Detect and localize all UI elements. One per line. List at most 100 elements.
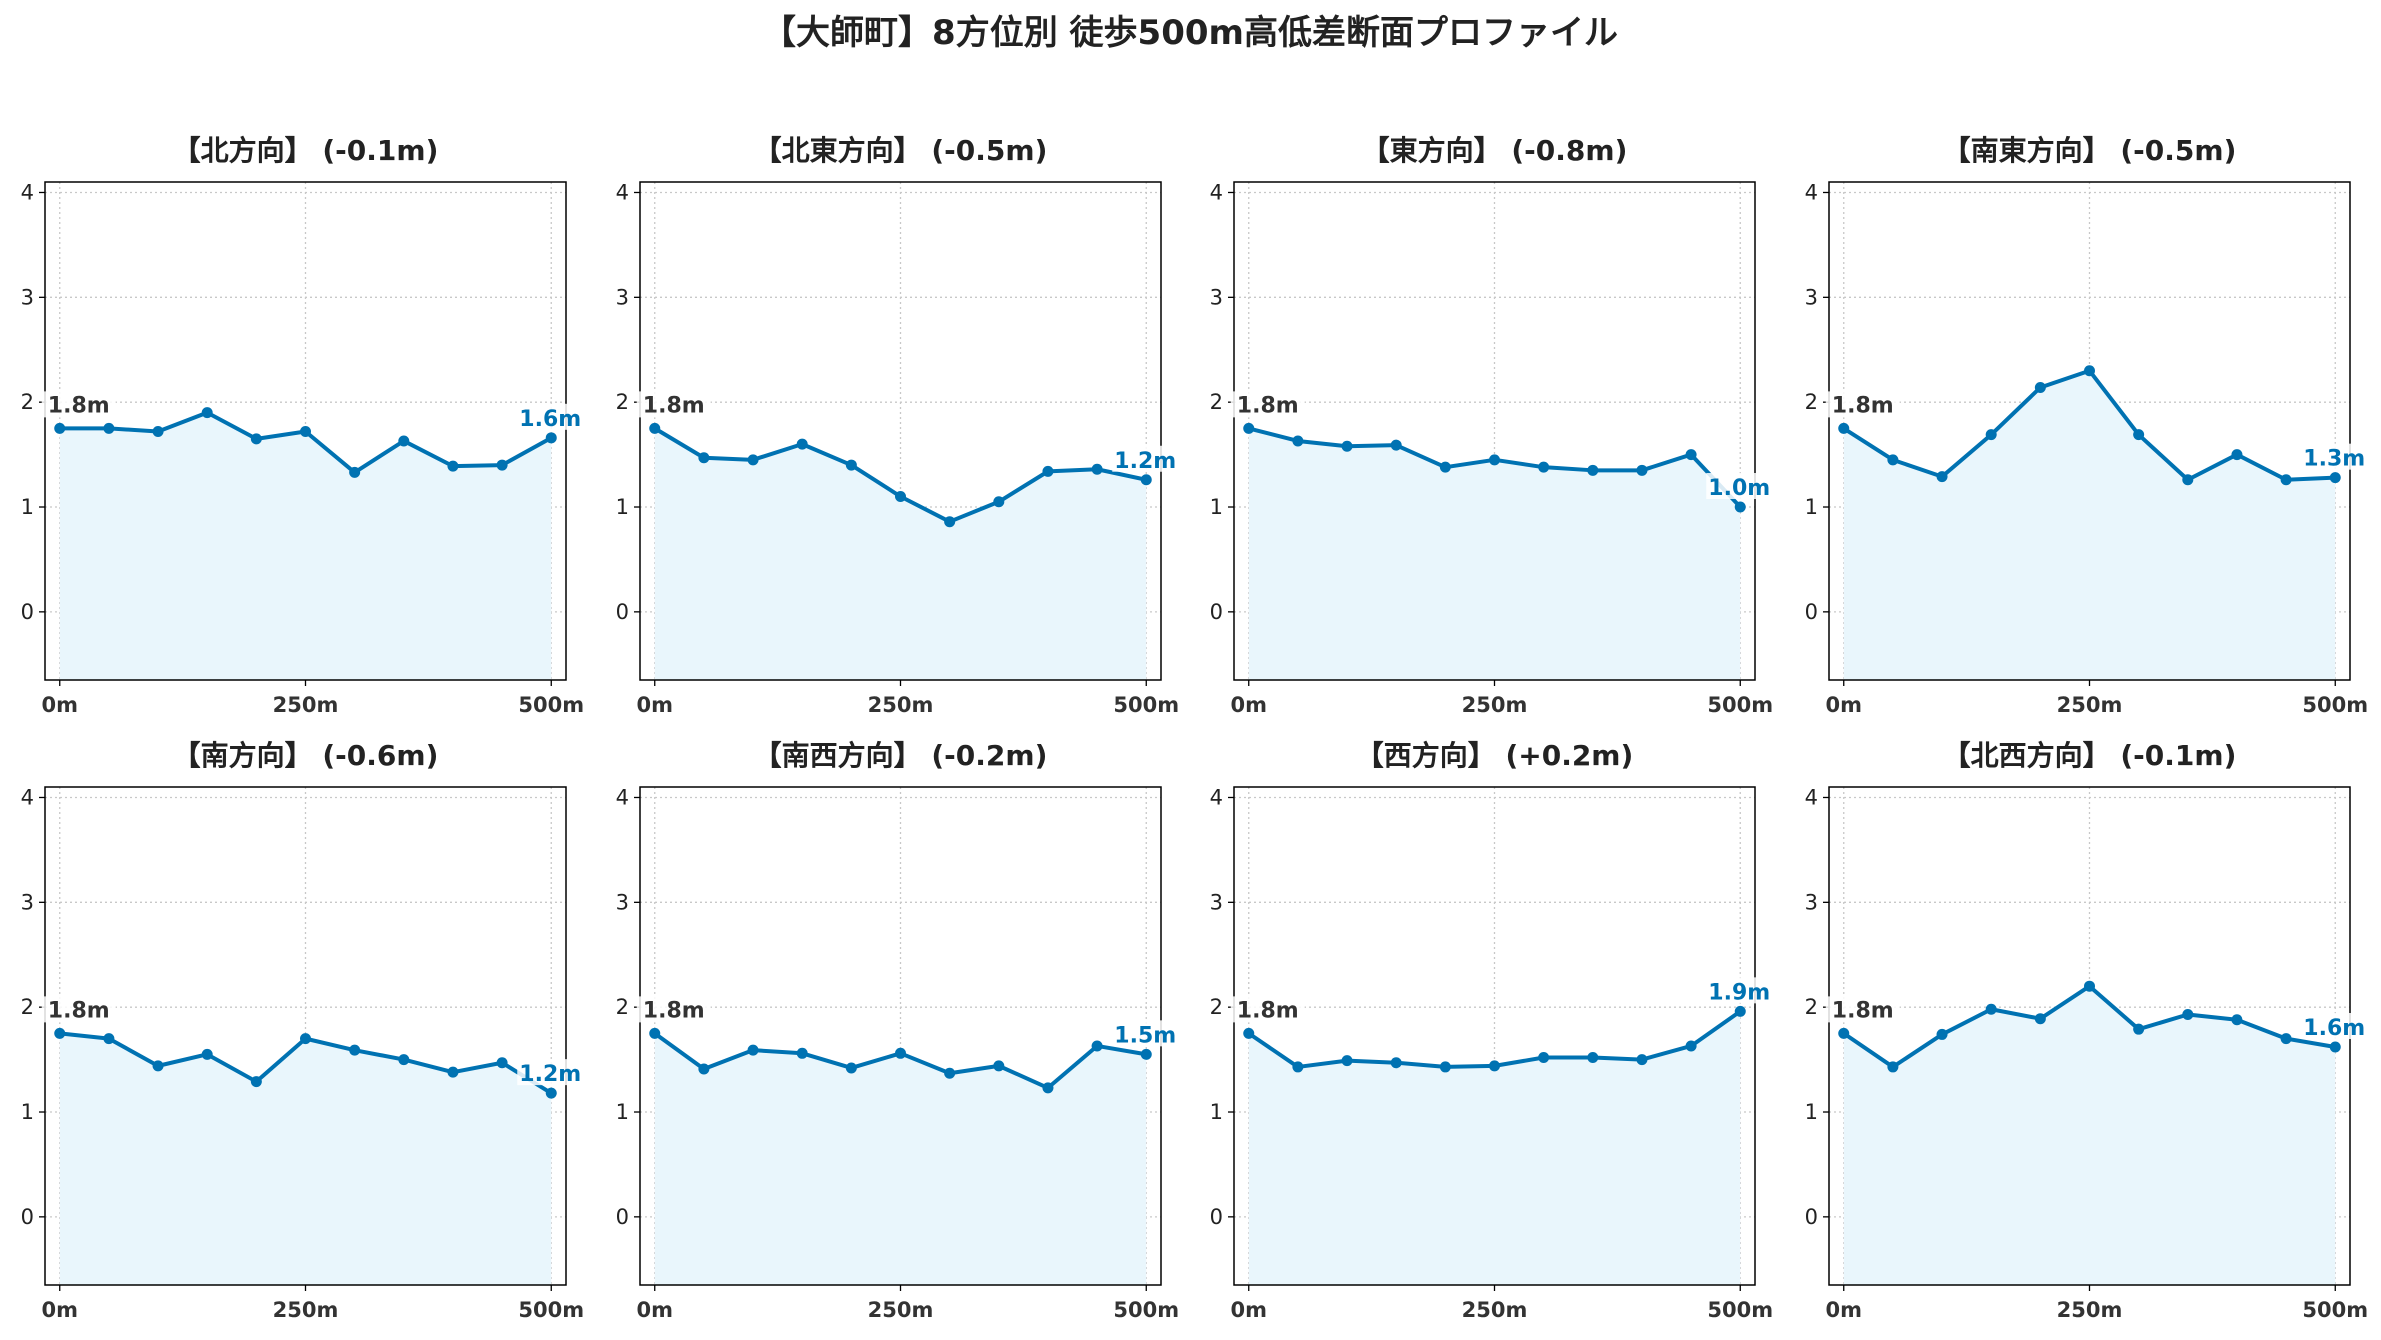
data-point-10 (1734, 1005, 1746, 1017)
panel-0: 0 1 2 3 4 0m 250m 500m 【北方向】 (-0.1m) 1.8m 1.6m (21, 134, 584, 717)
data-point-5 (1489, 454, 1500, 466)
data-point-8 (2231, 449, 2243, 461)
data-point-7 (2182, 1009, 2194, 1021)
data-point-7 (398, 1054, 410, 1066)
xtick-label-2: 500m (1113, 1298, 1179, 1322)
panel-title: 【南方向】 (-0.6m) (173, 739, 439, 772)
ytick-label-0: 0 (616, 600, 629, 624)
data-point-9 (496, 1057, 508, 1069)
ytick-label-3: 3 (1805, 890, 1818, 914)
data-point-9 (1685, 1040, 1697, 1052)
ytick-label-4: 4 (1805, 180, 1818, 204)
data-point-8 (1042, 1082, 1054, 1094)
ytick-label-1: 1 (616, 1100, 629, 1124)
data-point-4 (2034, 381, 2046, 393)
data-point-2 (747, 454, 759, 466)
ytick-label-1: 1 (1805, 495, 1818, 519)
ytick-label-2: 2 (1210, 390, 1223, 414)
profile-area (654, 1033, 1147, 1285)
data-point-9 (496, 459, 508, 471)
data-point-2 (152, 426, 164, 438)
data-point-7 (1587, 1051, 1599, 1063)
xtick-label-1: 250m (2057, 1298, 2123, 1322)
data-point-6 (2133, 429, 2145, 441)
data-point-2 (747, 1044, 759, 1056)
panel-title: 【西方向】 (+0.2m) (1356, 739, 1634, 772)
start-elevation-label: 1.8m (1832, 393, 1894, 418)
data-point-0 (649, 422, 661, 434)
start-label-bg (1230, 391, 1305, 418)
ytick-label-1: 1 (21, 1100, 34, 1124)
ytick-label-4: 4 (1210, 785, 1223, 809)
data-point-1 (698, 1063, 710, 1075)
start-label-bg (636, 391, 711, 418)
data-point-9 (1091, 1040, 1103, 1052)
data-point-1 (103, 1033, 115, 1045)
data-point-5 (895, 1047, 906, 1059)
start-label-bg (1825, 391, 1900, 418)
ytick-label-3: 3 (616, 890, 629, 914)
data-point-10 (1734, 501, 1746, 513)
data-point-0 (1838, 1027, 1850, 1039)
data-point-0 (1838, 422, 1850, 434)
end-label-bg (517, 1059, 584, 1086)
ytick-label-0: 0 (1210, 1205, 1223, 1229)
profile-area (59, 1033, 552, 1285)
data-point-6 (349, 1044, 361, 1056)
data-point-2 (1341, 1055, 1353, 1067)
xtick-label-1: 250m (868, 693, 934, 717)
end-label-bg (1112, 445, 1179, 472)
data-point-10 (2329, 472, 2341, 484)
ytick-label-2: 2 (1805, 390, 1818, 414)
data-point-0 (54, 1027, 66, 1039)
ytick-label-2: 2 (1805, 995, 1818, 1019)
data-point-4 (250, 1076, 262, 1088)
ytick-label-3: 3 (1805, 285, 1818, 309)
data-point-1 (1292, 1061, 1304, 1073)
ytick-label-2: 2 (616, 390, 629, 414)
xtick-label-1: 250m (2057, 693, 2123, 717)
panel-5: 0 1 2 3 4 0m 250m 500m 【南西方向】 (-0.2m) 1.8m 1.5m (616, 739, 1179, 1322)
end-elevation-label: 1.3m (2303, 447, 2365, 472)
data-point-8 (2231, 1014, 2243, 1026)
data-point-8 (1636, 1054, 1648, 1066)
panel-6: 0 1 2 3 4 0m 250m 500m 【西方向】 (+0.2m) 1.8m 1.9m (1210, 739, 1773, 1322)
data-point-9 (1685, 449, 1697, 461)
data-point-4 (845, 1062, 857, 1074)
data-point-0 (1243, 422, 1255, 434)
end-elevation-label: 1.2m (1114, 449, 1176, 474)
xtick-label-1: 250m (273, 693, 339, 717)
end-elevation-label: 1.2m (519, 1062, 581, 1087)
xtick-label-1: 250m (1462, 693, 1528, 717)
figure-title: 【大師町】8方位別 徒歩500m高低差断面プロファイル (762, 13, 1618, 53)
data-point-4 (1439, 1061, 1451, 1073)
xtick-label-0: 0m (636, 1298, 673, 1322)
data-point-0 (54, 422, 66, 434)
panel-title: 【東方向】 (-0.8m) (1362, 134, 1628, 167)
data-point-6 (2133, 1023, 2145, 1035)
xtick-label-2: 500m (2302, 1298, 2368, 1322)
xtick-label-2: 500m (518, 693, 584, 717)
ytick-label-2: 2 (21, 390, 34, 414)
ytick-label-3: 3 (21, 285, 34, 309)
data-point-6 (349, 466, 361, 478)
data-point-0 (649, 1027, 661, 1039)
data-point-5 (1489, 1060, 1500, 1072)
ytick-label-4: 4 (21, 785, 34, 809)
data-point-5 (300, 426, 311, 438)
start-elevation-label: 1.8m (643, 998, 705, 1023)
data-point-7 (398, 435, 410, 447)
ytick-label-4: 4 (1210, 180, 1223, 204)
start-label-bg (636, 996, 711, 1023)
data-point-0 (1243, 1027, 1255, 1039)
panel-title: 【北東方向】 (-0.5m) (754, 134, 1048, 167)
panel-title: 【南西方向】 (-0.2m) (754, 739, 1048, 772)
ytick-label-3: 3 (1210, 285, 1223, 309)
ytick-label-2: 2 (21, 995, 34, 1019)
profile-area (1843, 370, 2336, 680)
xtick-label-0: 0m (41, 693, 78, 717)
ytick-label-0: 0 (21, 600, 34, 624)
data-point-9 (2280, 474, 2292, 486)
data-point-1 (1887, 1061, 1899, 1073)
